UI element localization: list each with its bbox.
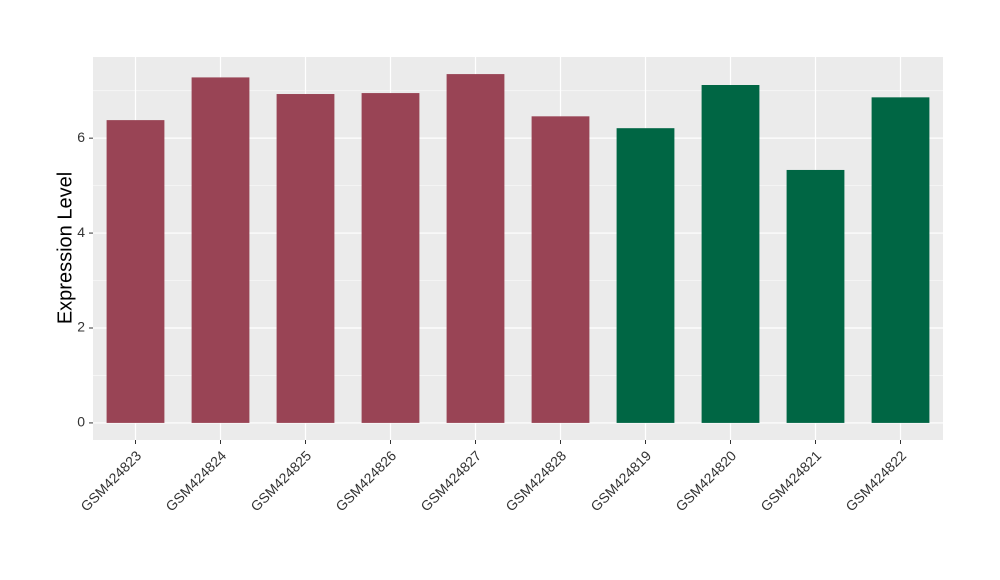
bar [786,169,845,423]
bar [701,85,760,423]
x-tick-label: GSM424820 [672,447,739,514]
bar [871,97,930,423]
x-tick-label: GSM424826 [332,447,399,514]
x-tick-label: GSM424824 [162,447,229,514]
y-tick-label: 6 [77,129,85,145]
bar [531,116,590,423]
bar [191,77,250,423]
bar [276,94,335,423]
x-tick-label: GSM424827 [417,447,484,514]
x-tick-label: GSM424823 [77,447,144,514]
bar [361,93,420,423]
bar [446,74,505,423]
x-tick-label: GSM424822 [842,447,909,514]
x-tick-label: GSM424819 [587,447,654,514]
y-tick-label: 0 [77,414,85,430]
y-tick-label: 2 [77,319,85,335]
y-tick-label: 4 [77,224,85,240]
x-tick-label: GSM424821 [757,447,824,514]
bar [106,120,165,423]
y-axis-title: Expression Level [54,172,76,324]
x-tick-label: GSM424828 [502,447,569,514]
bar [616,128,675,423]
x-tick-label: GSM424825 [247,447,314,514]
